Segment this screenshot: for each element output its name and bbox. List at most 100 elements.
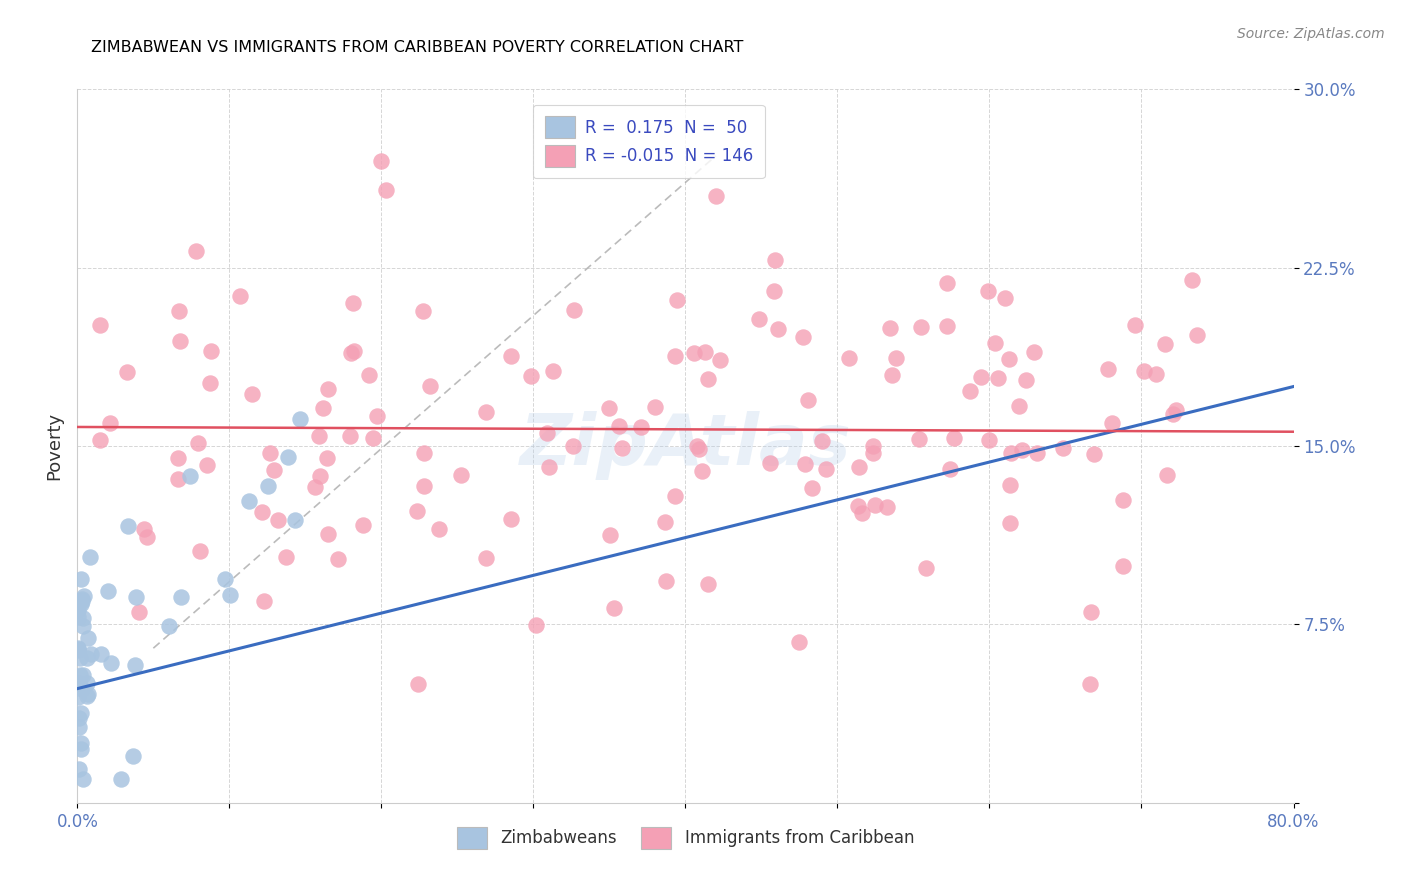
Point <box>76 687 98 701</box>
Point <box>195 458 218 472</box>
Point <box>1133 364 1156 378</box>
Point <box>67 641 90 656</box>
Point <box>263 463 285 477</box>
Point <box>1078 677 1101 691</box>
Point <box>686 439 709 453</box>
Point <box>1101 416 1123 430</box>
Point <box>316 450 339 465</box>
Point <box>994 291 1017 305</box>
Point <box>959 384 981 398</box>
Point <box>884 351 907 366</box>
Point <box>370 153 392 168</box>
Point <box>1123 318 1146 332</box>
Point <box>214 572 236 586</box>
Point <box>654 574 676 588</box>
Point <box>1097 362 1119 376</box>
Point <box>541 364 564 378</box>
Point <box>69 736 91 750</box>
Point <box>157 619 180 633</box>
Point <box>134 522 156 536</box>
Point <box>759 456 782 470</box>
Point <box>1026 445 1049 459</box>
Point <box>66 610 89 624</box>
Point <box>848 459 870 474</box>
Point <box>970 369 993 384</box>
Point <box>536 426 558 441</box>
Point <box>915 561 938 575</box>
Point <box>936 276 959 290</box>
Point <box>1052 441 1074 455</box>
Point <box>124 657 146 672</box>
Point <box>290 412 312 426</box>
Point <box>167 304 190 318</box>
Point <box>429 523 451 537</box>
Point <box>475 550 498 565</box>
Point <box>412 303 434 318</box>
Point <box>977 284 1000 298</box>
Point <box>312 401 335 416</box>
Point <box>865 498 887 512</box>
Point <box>67 719 90 733</box>
Point <box>984 336 1007 351</box>
Point <box>186 244 208 259</box>
Point <box>1112 493 1135 508</box>
Point <box>339 429 361 443</box>
Point <box>70 572 93 586</box>
Point <box>709 353 731 368</box>
Point <box>1185 328 1208 343</box>
Point <box>880 368 903 383</box>
Point <box>352 518 374 533</box>
Point <box>89 433 111 447</box>
Point <box>89 318 111 333</box>
Text: Source: ZipAtlas.com: Source: ZipAtlas.com <box>1237 27 1385 41</box>
Point <box>811 434 834 449</box>
Point <box>252 505 274 519</box>
Point <box>935 319 957 334</box>
Point <box>169 334 191 348</box>
Point <box>908 432 931 446</box>
Point <box>267 513 290 527</box>
Point <box>67 762 90 776</box>
Legend: Zimbabweans, Immigrants from Caribbean: Zimbabweans, Immigrants from Caribbean <box>447 817 924 859</box>
Point <box>76 650 98 665</box>
Point <box>768 321 790 335</box>
Point <box>1008 399 1031 413</box>
Point <box>100 656 122 670</box>
Point <box>599 528 621 542</box>
Point <box>357 368 380 382</box>
Point <box>1083 448 1105 462</box>
Point <box>524 617 547 632</box>
Point <box>475 405 498 419</box>
Point <box>72 667 94 681</box>
Point <box>1156 468 1178 483</box>
Point <box>73 589 96 603</box>
Point <box>943 431 966 445</box>
Point <box>1080 605 1102 619</box>
Point <box>256 479 278 493</box>
Point <box>97 583 120 598</box>
Point <box>688 442 710 456</box>
Point <box>76 676 98 690</box>
Point <box>538 460 561 475</box>
Point <box>125 590 148 604</box>
Point <box>316 382 339 396</box>
Point <box>277 450 299 464</box>
Point <box>910 320 932 334</box>
Point <box>815 461 838 475</box>
Point <box>70 592 93 607</box>
Point <box>879 321 901 335</box>
Point <box>66 602 89 616</box>
Point <box>987 371 1010 385</box>
Point <box>997 352 1019 367</box>
Point <box>67 675 90 690</box>
Point <box>170 590 193 604</box>
Point <box>72 772 94 786</box>
Point <box>72 611 94 625</box>
Point <box>188 544 211 558</box>
Point <box>361 431 384 445</box>
Point <box>70 706 93 721</box>
Point <box>308 429 330 443</box>
Point <box>200 343 222 358</box>
Point <box>67 690 90 704</box>
Point <box>179 469 201 483</box>
